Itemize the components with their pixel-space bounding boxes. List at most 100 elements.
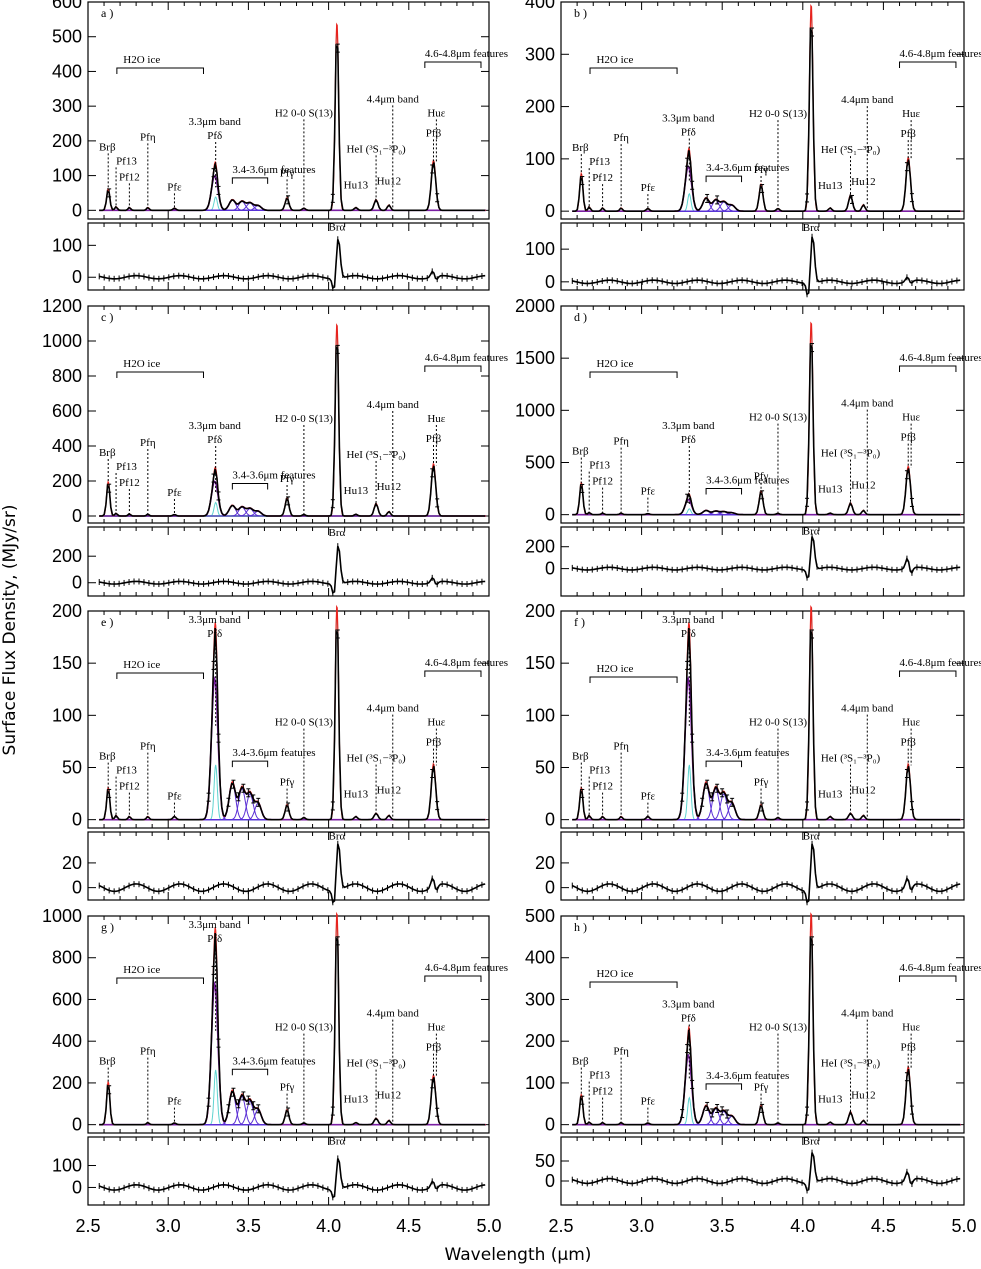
- pf13-label: Pf13: [589, 460, 610, 472]
- panel-letter: e ): [101, 615, 113, 629]
- y-tick-label: 400: [525, 0, 555, 12]
- pf13-label: Pf13: [589, 1070, 610, 1082]
- pf12-label: Pf12: [592, 172, 613, 184]
- pfeta-label: Pfη: [613, 1046, 629, 1058]
- pfeps-label: Pfε: [641, 1096, 656, 1108]
- y-tick-label: 400: [52, 61, 82, 81]
- panel-letter: h ): [574, 920, 587, 934]
- y-tick-label: 100: [52, 705, 82, 725]
- residual-y-tick-label: 0: [72, 573, 82, 593]
- features-346-label: 3.4-3.6μm features: [706, 474, 789, 486]
- residual-error-bars: [98, 543, 483, 596]
- features-468-label: 4.6-4.8μm features: [425, 962, 508, 974]
- y-tick-label: 1000: [515, 400, 555, 420]
- features-346-bracket: [231, 760, 269, 768]
- hu13-label: Hu13: [344, 179, 369, 191]
- pfeps-label: Pfε: [167, 487, 182, 499]
- pfeta-label: Pfη: [140, 1046, 156, 1058]
- h2o-ice-bracket: [589, 67, 678, 74]
- y-tick-label: 0: [545, 810, 555, 830]
- x-tick-label-left: 4.5: [396, 1216, 421, 1236]
- residual-y-tick-label: 20: [62, 853, 82, 873]
- y-tick-label: 150: [52, 653, 82, 673]
- y-tick-label: 400: [52, 436, 82, 456]
- panel-letter: d ): [574, 310, 587, 324]
- residual-plot-frame: [87, 222, 490, 291]
- bra-label: Brα: [329, 1136, 346, 1148]
- y-tick-label: 500: [525, 452, 555, 472]
- pf13-label: Pf13: [116, 765, 137, 777]
- x-tick-label-left: 2.5: [75, 1216, 100, 1236]
- hu12-label: Hu12: [377, 481, 401, 493]
- pfbeta-label: Pfβ: [901, 737, 917, 749]
- error-bars: [107, 43, 440, 205]
- y-tick-label: 1500: [515, 348, 555, 368]
- pfeta-label: Pfη: [140, 437, 156, 449]
- annotations: H2O ice 4.6-4.8μm features 3.4-3.6μm featu…: [572, 48, 981, 234]
- residual-y-tick-label: 0: [545, 559, 555, 579]
- y-tick-label: 0: [72, 200, 82, 220]
- features-468-bracket: [424, 61, 482, 68]
- panel-a: 0 100 200 300 400 500 600 0 100 a ) H2O ice 4.6-4.8…: [52, 0, 508, 291]
- brb-label: Brβ: [99, 141, 116, 153]
- features-468-bracket: [424, 365, 482, 372]
- y-tick-label: 600: [52, 989, 82, 1009]
- y-tick-label: 300: [525, 989, 555, 1009]
- y-tick-label: 100: [525, 149, 555, 169]
- features-346-bracket: [705, 487, 743, 495]
- panel-letter: a ): [101, 6, 113, 20]
- hu12-label: Hu12: [851, 480, 875, 492]
- y-tick-label: 300: [52, 96, 82, 116]
- features-468-label: 4.6-4.8μm features: [900, 962, 981, 974]
- features-346-bracket: [231, 1068, 269, 1076]
- pfdelta-label: Pfδ: [681, 1012, 696, 1024]
- annotations: H2O ice 4.6-4.8μm features 3.4-3.6μm featu…: [99, 919, 508, 1147]
- hue-label: Huε: [427, 717, 445, 729]
- main-plot-frame: [560, 305, 965, 524]
- features-346-label: 3.4-3.6μm features: [232, 1055, 315, 1067]
- x-tick-label-left: 3.5: [236, 1216, 261, 1236]
- brb-label: Brβ: [99, 447, 116, 459]
- band33-label: 3.3μm band: [189, 420, 242, 432]
- y-tick-label: 200: [52, 471, 82, 491]
- residual-y-tick-label: 20: [535, 853, 555, 873]
- annotations: H2O ice 4.6-4.8μm features 3.4-3.6μm featu…: [572, 962, 981, 1148]
- hei-label: HeI (³S₁−³P₀): [346, 143, 406, 155]
- error-bars: [580, 27, 914, 205]
- residual-error-bars: [98, 1155, 483, 1201]
- x-axis-tick-labels-right: 2.5 3.0 3.5 4.0 4.5 5.0: [548, 1216, 976, 1236]
- band33-label: 3.3μm band: [189, 614, 242, 626]
- pfeps-label: Pfε: [167, 791, 182, 803]
- error-bars: [580, 629, 914, 812]
- error-bars: [107, 936, 440, 1117]
- pfgamma-label: Pfγ: [754, 1082, 769, 1094]
- pfeps-label: Pfε: [641, 182, 656, 194]
- residual-y-tick-label: 0: [545, 1171, 555, 1191]
- h2o-ice-bracket: [116, 672, 204, 679]
- y-tick-label: 200: [52, 131, 82, 151]
- pah-total-fit: [99, 980, 486, 1126]
- y-tick-label: 0: [545, 201, 555, 221]
- bra-label: Brα: [329, 527, 346, 539]
- hue-label: Huε: [902, 1022, 920, 1034]
- pfeps-label: Pfε: [167, 1096, 182, 1108]
- error-bars: [580, 936, 914, 1119]
- pfeta-label: Pfη: [613, 741, 629, 753]
- main-plot-frame: [87, 610, 490, 829]
- hydrogen-line-pfd: [99, 1069, 486, 1126]
- bra-label: Brα: [329, 831, 346, 843]
- band44-label: 4.4μm band: [367, 703, 420, 715]
- pfeps-label: Pfε: [641, 791, 656, 803]
- panel-letter: c ): [101, 310, 113, 324]
- main-plot-frame: [87, 915, 490, 1134]
- brb-label: Brβ: [572, 142, 589, 154]
- main-plot-frame: [560, 1, 965, 220]
- hue-label: Huε: [902, 412, 920, 424]
- bra-label: Brα: [803, 526, 820, 538]
- pf12-label: Pf12: [592, 476, 613, 488]
- pf13-label: Pf13: [589, 765, 610, 777]
- features-346-label: 3.4-3.6μm features: [706, 1070, 789, 1082]
- hu13-label: Hu13: [818, 180, 843, 192]
